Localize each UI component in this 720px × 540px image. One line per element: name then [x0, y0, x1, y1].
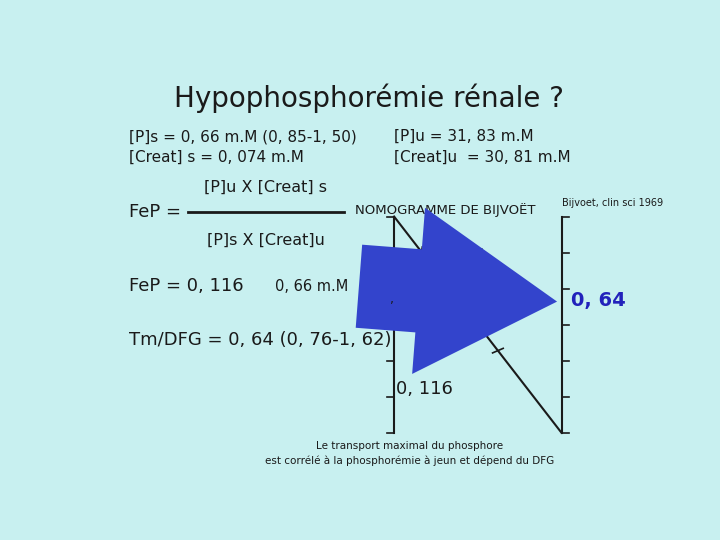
Text: [P]u X [Creat] s: [P]u X [Creat] s [204, 180, 328, 195]
Text: FeP = 0, 116: FeP = 0, 116 [129, 277, 243, 295]
Text: Tm/DFG = 0, 64 (0, 76-1, 62): Tm/DFG = 0, 64 (0, 76-1, 62) [129, 331, 392, 349]
Text: [P]u = 31, 83 m.M: [P]u = 31, 83 m.M [394, 129, 534, 144]
Text: [Creat]u  = 30, 81 m.M: [Creat]u = 30, 81 m.M [394, 150, 571, 165]
Text: [P]s = 0, 66 m.M (0, 85-1, 50): [P]s = 0, 66 m.M (0, 85-1, 50) [129, 129, 357, 144]
Text: NOMOGRAMME DE BIJVOËT: NOMOGRAMME DE BIJVOËT [355, 204, 536, 217]
Text: est corrélé à la phosphorémie à jeun et dépend du DFG: est corrélé à la phosphorémie à jeun et … [264, 456, 554, 466]
Text: Hypophosphorémie rénale ?: Hypophosphorémie rénale ? [174, 84, 564, 113]
Text: [P]s X [Creat]u: [P]s X [Creat]u [207, 233, 325, 248]
Text: ,: , [390, 293, 395, 306]
Text: Le transport maximal du phosphore: Le transport maximal du phosphore [315, 441, 503, 451]
Text: Bijvoet, clin sci 1969: Bijvoet, clin sci 1969 [562, 198, 662, 208]
Text: [Creat] s = 0, 074 m.M: [Creat] s = 0, 074 m.M [129, 150, 304, 165]
Text: 0, 64: 0, 64 [571, 292, 626, 310]
Text: FeP =: FeP = [129, 204, 186, 221]
Text: 0, 66 m.M: 0, 66 m.M [274, 279, 348, 294]
Text: Récbsorption
fractionelle: Récbsorption fractionelle [419, 246, 484, 271]
Text: 0, 116: 0, 116 [397, 380, 453, 398]
